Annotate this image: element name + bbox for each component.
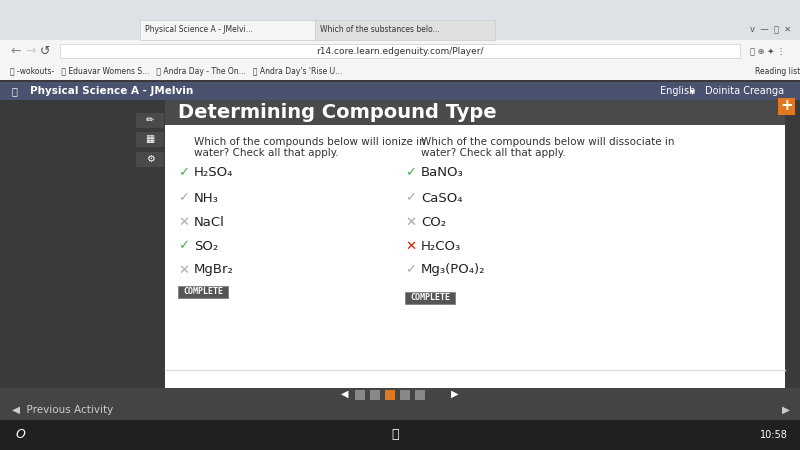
Text: 🏠: 🏠	[12, 86, 18, 96]
Text: ✕: ✕	[405, 216, 416, 229]
Text: r14.core.learn.edgenuity.com/Player/: r14.core.learn.edgenuity.com/Player/	[316, 46, 484, 55]
Bar	[165, 125, 785, 390]
Text: O: O	[15, 428, 25, 441]
Text: ▦: ▦	[146, 134, 154, 144]
Text: COMPLETE: COMPLETE	[410, 293, 450, 302]
Text: Physical Science A - JMelvin: Physical Science A - JMelvin	[30, 86, 194, 96]
Text: ←: ←	[10, 45, 21, 58]
Bar	[405, 292, 455, 304]
Bar	[0, 100, 800, 420]
Text: ▶: ▶	[782, 405, 790, 415]
Bar	[140, 20, 315, 40]
Bar	[0, 388, 800, 400]
Text: 10:58: 10:58	[760, 430, 788, 440]
Bar	[0, 420, 800, 450]
Text: BaNO₃: BaNO₃	[421, 166, 464, 180]
Text: ✓: ✓	[405, 166, 416, 180]
Text: H₂CO₃: H₂CO₃	[421, 239, 462, 252]
Text: MgBr₂: MgBr₂	[194, 264, 234, 276]
Bar	[400, 390, 410, 400]
Bar	[165, 100, 785, 125]
Text: NH₃: NH₃	[194, 192, 219, 204]
Text: ✓: ✓	[178, 192, 189, 204]
Bar	[355, 390, 365, 400]
Text: 🔴 -wokouts-   🔴 Eduavar Womens S...   🎵 Andra Day - The On...   🔴 Andra Day's 'R: 🔴 -wokouts- 🔴 Eduavar Womens S... 🎵 Andr…	[10, 68, 342, 76]
Text: ▶: ▶	[451, 389, 458, 399]
Text: ✕: ✕	[405, 239, 416, 252]
Text: ◀  Previous Activity: ◀ Previous Activity	[12, 405, 114, 415]
Text: ✓: ✓	[178, 166, 189, 180]
Bar	[0, 0, 800, 40]
Text: →: →	[25, 45, 35, 58]
Text: ✕: ✕	[178, 264, 189, 276]
Text: Which of the compounds below will ionize in: Which of the compounds below will ionize…	[194, 137, 426, 147]
Text: Physical Science A - JMelvi...: Physical Science A - JMelvi...	[145, 26, 253, 35]
Text: ✏: ✏	[146, 115, 154, 125]
Text: ✓: ✓	[405, 264, 416, 276]
Bar	[136, 152, 164, 167]
Text: v  —  ⬜  ✕: v — ⬜ ✕	[750, 26, 791, 35]
Text: ◀: ◀	[342, 389, 349, 399]
Bar	[0, 82, 800, 100]
Bar	[60, 44, 740, 58]
Bar	[0, 60, 800, 80]
Text: English: English	[660, 86, 695, 96]
Text: water? Check all that apply.: water? Check all that apply.	[194, 148, 338, 158]
Text: ✓: ✓	[405, 192, 416, 204]
Bar	[0, 400, 800, 420]
Text: ▾: ▾	[690, 86, 695, 96]
Text: NaCl: NaCl	[194, 216, 225, 229]
Text: Mg₃(PO₄)₂: Mg₃(PO₄)₂	[421, 264, 486, 276]
Text: CO₂: CO₂	[421, 216, 446, 229]
Text: Determining Compound Type: Determining Compound Type	[178, 103, 497, 122]
Text: Doinita Creanga: Doinita Creanga	[705, 86, 784, 96]
Text: COMPLETE: COMPLETE	[183, 288, 223, 297]
Bar	[778, 98, 795, 115]
Text: ⚙: ⚙	[146, 154, 154, 164]
Text: ⭐ ⊕ ✦ ⋮: ⭐ ⊕ ✦ ⋮	[750, 46, 786, 55]
Text: Reading list: Reading list	[755, 68, 800, 76]
Text: CaSO₄: CaSO₄	[421, 192, 462, 204]
Bar	[315, 20, 495, 40]
Text: ✓: ✓	[178, 239, 189, 252]
Text: Which of the substances belo...: Which of the substances belo...	[320, 26, 440, 35]
Text: Which of the compounds below will dissociate in: Which of the compounds below will dissoc…	[421, 137, 674, 147]
Text: 🔵: 🔵	[391, 428, 398, 441]
Text: ✕: ✕	[178, 216, 189, 229]
Bar	[136, 113, 164, 128]
Text: ↺: ↺	[40, 45, 50, 58]
Bar	[415, 390, 425, 400]
Bar	[178, 286, 228, 298]
Bar	[136, 132, 164, 147]
Bar	[0, 40, 800, 60]
Bar	[385, 390, 395, 400]
Bar	[370, 390, 380, 400]
Text: water? Check all that apply.: water? Check all that apply.	[421, 148, 566, 158]
Text: SO₂: SO₂	[194, 239, 218, 252]
Text: H₂SO₄: H₂SO₄	[194, 166, 234, 180]
Text: +: +	[780, 99, 793, 113]
Bar	[135, 100, 165, 420]
